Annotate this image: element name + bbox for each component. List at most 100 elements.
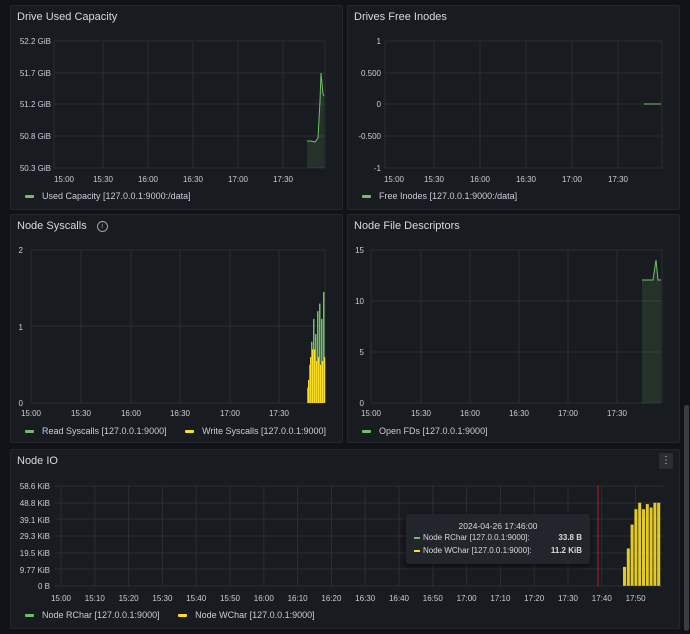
x-axis-ticks: 15:00 15:30 16:00 16:30 17:00 17:30 xyxy=(384,175,629,184)
y-tick: 29.3 KiB xyxy=(20,532,50,541)
x-tick: 16:00 xyxy=(470,175,491,184)
x-tick: 16:40 xyxy=(389,594,410,603)
read-syscalls-bar xyxy=(315,334,317,403)
legend-item[interactable]: Node WChar [127.0.0.1:9000] xyxy=(178,610,315,620)
legend: Free Inodes [127.0.0.1:9000:/data] xyxy=(362,191,533,201)
x-tick: 16:30 xyxy=(355,594,376,603)
y-tick: 9.77 KiB xyxy=(20,566,50,575)
x-axis-ticks: 15:00 15:30 16:00 16:30 17:00 17:30 xyxy=(361,409,628,418)
panel-node-syscalls: Node Syscalls i 2 1 0 15:00 15:30 16:00 1… xyxy=(10,214,343,443)
rchar-bar xyxy=(623,585,626,586)
x-tick: 16:30 xyxy=(183,175,204,184)
panel-title[interactable]: Drive Used Capacity xyxy=(17,11,118,23)
grid xyxy=(384,40,663,169)
tooltip-time: 2024-04-26 17:46:00 xyxy=(458,521,538,531)
x-axis-ticks: 15:00 15:30 16:00 16:30 17:00 17:30 xyxy=(21,409,290,418)
x-tick: 16:30 xyxy=(516,175,537,184)
legend-swatch xyxy=(185,430,195,434)
panel-drive-used-capacity: Drive Used Capacity 52.2 GiB 51.7 GiB 51… xyxy=(10,5,343,210)
x-tick: 16:00 xyxy=(121,409,142,418)
read-syscalls-bar xyxy=(311,341,313,403)
tooltip-value: 33.8 B xyxy=(558,533,582,542)
tooltip-label: Node WChar [127.0.0.1:9000]: xyxy=(423,546,532,555)
legend-item[interactable]: Read Syscalls [127.0.0.1:9000] xyxy=(25,426,167,436)
legend-item[interactable]: Node RChar [127.0.0.1:9000] xyxy=(25,610,160,620)
legend-item[interactable]: Free Inodes [127.0.0.1:9000:/data] xyxy=(362,191,517,201)
x-tick: 15:00 xyxy=(54,175,75,184)
x-tick: 15:00 xyxy=(51,594,72,603)
rchar-bar xyxy=(642,585,645,586)
y-tick: -0.500 xyxy=(358,132,381,141)
open-fds-line xyxy=(642,259,661,281)
x-tick: 17:30 xyxy=(608,175,629,184)
tooltip-swatch xyxy=(414,536,420,539)
legend-label: Free Inodes [127.0.0.1:9000:/data] xyxy=(379,191,518,201)
x-tick: 17:30 xyxy=(273,175,294,184)
wchar-bar xyxy=(626,548,630,586)
chart-drive-used[interactable]: 52.2 GiB 51.7 GiB 51.2 GiB 50.8 GiB 50.3… xyxy=(11,26,344,201)
x-axis-ticks: 15:00 15:10 15:20 15:30 15:40 15:50 16:00 16:10… xyxy=(51,594,646,603)
y-tick: 50.3 GiB xyxy=(20,164,51,173)
legend-swatch xyxy=(25,614,34,618)
y-tick: 1 xyxy=(377,37,382,46)
y-tick: 50.8 GiB xyxy=(20,132,51,141)
wchar-bar xyxy=(634,509,638,586)
panel-title[interactable]: Node IO xyxy=(17,455,58,467)
panel-node-file-descriptors: Node File Descriptors 15 10 5 0 15:00 15… xyxy=(347,214,680,443)
legend-swatch xyxy=(178,614,188,618)
chart-free-inodes[interactable]: 1 0.500 0 -0.500 -1 15:00 15:30 16:00 16… xyxy=(348,26,681,201)
legend-label: Read Syscalls [127.0.0.1:9000] xyxy=(42,426,167,436)
y-tick: 0 xyxy=(360,399,365,408)
legend: Open FDs [127.0.0.1:9000] xyxy=(362,426,504,436)
read-syscalls-bar xyxy=(307,387,309,403)
chart-file-descriptors[interactable]: 15 10 5 0 15:00 15:30 16:00 16:30 17:00 … xyxy=(348,235,681,440)
legend-item[interactable]: Used Capacity [127.0.0.1:9000:/data] xyxy=(25,191,191,201)
x-tick: 16:00 xyxy=(254,594,275,603)
x-tick: 15:00 xyxy=(21,409,42,418)
wchar-bar xyxy=(642,509,645,586)
y-tick: 52.2 GiB xyxy=(20,37,51,46)
read-syscalls-bar xyxy=(309,364,311,403)
legend-label: Node RChar [127.0.0.1:9000] xyxy=(42,610,160,620)
rchar-bar xyxy=(653,585,657,586)
y-tick: 58.6 KiB xyxy=(20,482,50,491)
read-syscalls-bar xyxy=(321,318,323,403)
x-tick: 15:10 xyxy=(85,594,106,603)
x-tick: 16:30 xyxy=(509,409,530,418)
rchar-bar xyxy=(649,585,653,586)
y-tick: 0.500 xyxy=(361,69,382,78)
tooltip-label: Node RChar [127.0.0.1:9000]: xyxy=(423,533,530,542)
x-axis-ticks: 15:00 15:30 16:00 16:30 17:00 17:30 xyxy=(54,175,294,184)
x-tick: 17:30 xyxy=(558,594,579,603)
x-tick: 16:00 xyxy=(460,409,481,418)
legend-item[interactable]: Open FDs [127.0.0.1:9000] xyxy=(362,426,488,436)
read-syscalls-bar xyxy=(313,318,315,403)
panel-title[interactable]: Node Syscalls i xyxy=(17,220,108,232)
y-tick: 2 xyxy=(19,246,24,255)
y-tick: -1 xyxy=(374,164,382,173)
panel-title[interactable]: Node File Descriptors xyxy=(354,220,460,232)
legend-item[interactable]: Write Syscalls [127.0.0.1:9000] xyxy=(185,426,326,436)
y-tick: 10 xyxy=(355,297,364,306)
y-tick: 19.5 KiB xyxy=(20,549,50,558)
panel-menu-button[interactable]: ⋮ xyxy=(659,453,673,469)
y-tick: 5 xyxy=(360,348,365,357)
legend-label: Open FDs [127.0.0.1:9000] xyxy=(379,426,488,436)
x-tick: 17:50 xyxy=(626,594,647,603)
hover-tooltip: 2024-04-26 17:46:00 Node RChar [127.0.0.… xyxy=(406,514,590,564)
y-tick: 0 xyxy=(377,100,382,109)
y-axis-ticks: 15 10 5 0 xyxy=(355,246,364,408)
panel-title[interactable]: Drives Free Inodes xyxy=(354,11,447,23)
x-tick: 16:20 xyxy=(321,594,342,603)
info-icon[interactable]: i xyxy=(96,221,108,232)
x-tick: 15:40 xyxy=(186,594,207,603)
y-tick: 15 xyxy=(355,246,364,255)
grid xyxy=(370,249,663,404)
chart-syscalls[interactable]: 2 1 0 15:00 15:30 16:00 16:30 17:00 17:3… xyxy=(11,235,344,440)
x-tick: 17:30 xyxy=(269,409,290,418)
write-syscalls-bar xyxy=(308,380,310,403)
write-syscalls-bar xyxy=(314,349,316,403)
y-tick: 51.7 GiB xyxy=(20,69,51,78)
panel-drives-free-inodes: Drives Free Inodes 1 0.500 0 -0.500 -1 1… xyxy=(347,5,680,210)
page-scrollbar[interactable] xyxy=(684,405,689,631)
